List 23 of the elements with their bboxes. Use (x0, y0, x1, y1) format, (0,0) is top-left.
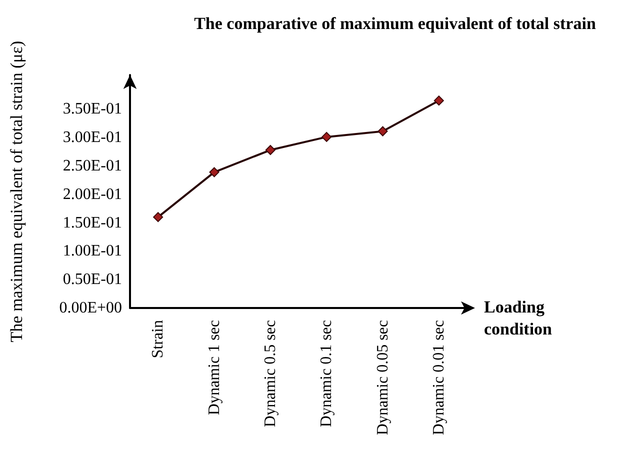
x-tick-label: Strain (150, 320, 167, 358)
y-tick-label: 2.50E-01 (62, 157, 122, 174)
point (322, 132, 332, 142)
x-tick-label: Dynamic 0.1 sec (318, 320, 336, 428)
point (153, 212, 164, 222)
x-tick-label: Dynamic 0.5 sec (262, 320, 279, 428)
y-tick-label: 1.00E-01 (62, 242, 122, 260)
y-tick-label: 1.50E-01 (62, 214, 122, 232)
y-tick-label: 3.00E-01 (62, 129, 122, 146)
point (209, 167, 220, 178)
point (265, 145, 276, 156)
x-tick-label: Dynamic 1 sec (206, 320, 223, 416)
x-axis-title: Loading condition (484, 298, 553, 338)
y-tick-label: 0.50E-01 (62, 271, 122, 288)
point (378, 126, 388, 136)
y-tick-label: 3.50E-01 (62, 100, 122, 118)
y-tick-label: 2.00E-01 (62, 186, 122, 203)
x-tick-label: Dynamic 0.05 sec (374, 320, 392, 436)
point (434, 96, 444, 106)
x-tick-label: Dynamic 0.01 sec (430, 320, 448, 436)
chart-title: The comparative of maximum equivalent of total strain (194, 14, 596, 33)
y-axis-title: The maximum equivalent of total strain (με) (7, 40, 26, 342)
y-tick-label: 0.00E+00 (59, 300, 122, 316)
